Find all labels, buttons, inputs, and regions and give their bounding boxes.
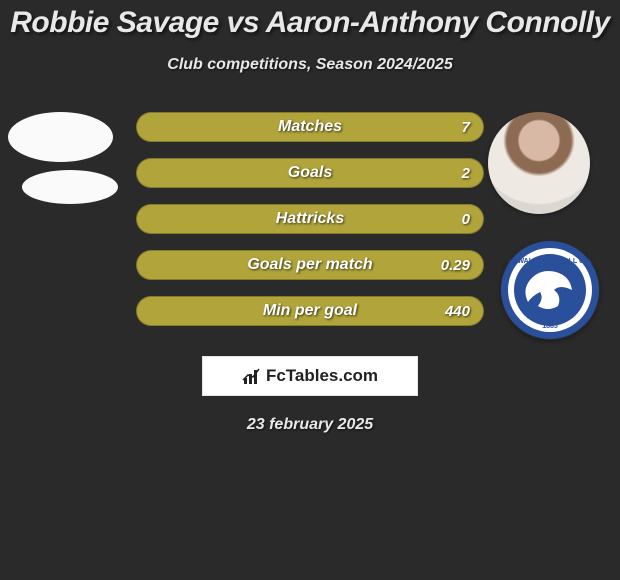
stat-label: Goals per match [136, 250, 484, 280]
bar-chart-icon [242, 366, 262, 386]
player-right-avatar [488, 112, 590, 214]
date-line: 23 february 2025 [0, 416, 620, 434]
stat-value-right: 0 [462, 204, 470, 234]
stat-value-right: 2 [462, 158, 470, 188]
stat-label: Hattricks [136, 204, 484, 234]
stat-row: Goals per match 0.29 [136, 250, 484, 280]
brand-text: FcTables.com [266, 366, 378, 386]
comparison-card: Robbie Savage vs Aaron-Anthony Connolly … [0, 0, 620, 434]
stat-row: Goals 2 [136, 158, 484, 188]
stat-label: Goals [136, 158, 484, 188]
player-left-badge-placeholder [22, 170, 118, 204]
player-left-avatar-placeholder [8, 112, 113, 162]
stat-label: Min per goal [136, 296, 484, 326]
svg-text:1885: 1885 [542, 323, 558, 330]
stat-bars: Matches 7 Goals 2 Hattricks 0 Goals per … [136, 112, 484, 342]
player-right-club-badge: MILLWALL FOOTBALL CLUB 1885 [500, 240, 600, 340]
brand-attribution[interactable]: FcTables.com [202, 356, 418, 396]
stats-area: MILLWALL FOOTBALL CLUB 1885 Matches 7 Go… [0, 112, 620, 342]
stat-value-right: 7 [462, 112, 470, 142]
svg-text:MILLWALL FOOTBALL CLUB: MILLWALL FOOTBALL CLUB [502, 258, 599, 265]
stat-value-right: 440 [445, 296, 470, 326]
page-title: Robbie Savage vs Aaron-Anthony Connolly [0, 6, 620, 40]
stat-label: Matches [136, 112, 484, 142]
stat-value-right: 0.29 [441, 250, 470, 280]
subtitle: Club competitions, Season 2024/2025 [0, 56, 620, 74]
stat-row: Matches 7 [136, 112, 484, 142]
stat-row: Hattricks 0 [136, 204, 484, 234]
stat-row: Min per goal 440 [136, 296, 484, 326]
